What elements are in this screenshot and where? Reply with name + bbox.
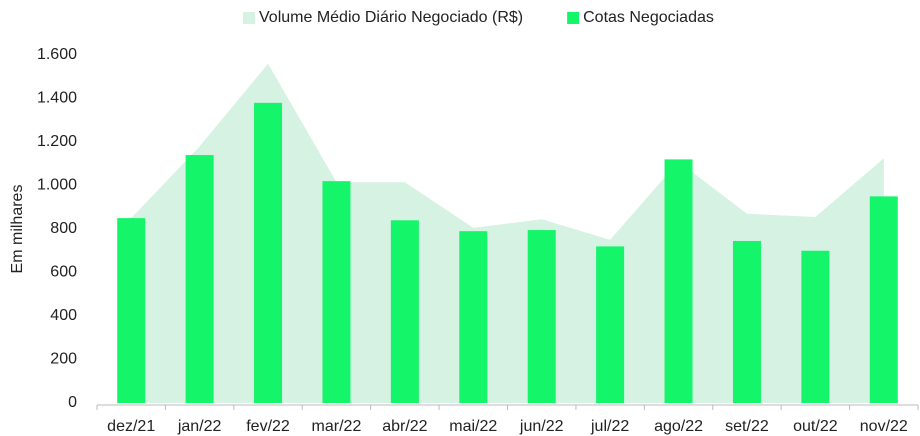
legend-label: Cotas Negociadas — [583, 9, 714, 26]
y-tick-label: 200 — [50, 351, 77, 368]
bar — [185, 155, 214, 403]
y-tick-label: 800 — [50, 220, 77, 237]
legend-swatch — [567, 12, 580, 24]
x-tick-label: dez/21 — [107, 418, 155, 435]
legend-label: Volume Médio Diário Negociado (R$) — [259, 9, 523, 26]
bar — [459, 231, 488, 403]
bar — [596, 246, 625, 403]
x-tick-label: mai/22 — [449, 418, 497, 435]
bar — [117, 218, 146, 403]
bar — [322, 181, 351, 403]
bar — [801, 250, 830, 403]
y-tick-label: 400 — [50, 307, 77, 324]
y-tick-label: 1.000 — [37, 177, 77, 194]
y-tick-label: 1.200 — [37, 133, 77, 150]
x-tick-label: ago/22 — [654, 418, 703, 435]
y-tick-label: 1.400 — [37, 90, 77, 107]
bar — [390, 220, 419, 403]
bar — [254, 102, 283, 403]
x-tick-label: nov/22 — [860, 418, 908, 435]
y-axis-label: Em milhares — [9, 185, 26, 274]
x-tick-label: jul/22 — [590, 418, 629, 435]
bar — [664, 159, 693, 403]
y-tick-label: 0 — [68, 394, 77, 411]
x-tick-label: jun/22 — [519, 418, 564, 435]
y-tick-label: 600 — [50, 264, 77, 281]
x-tick-label: out/22 — [793, 418, 838, 435]
bar — [732, 240, 761, 403]
x-tick-label: jan/22 — [177, 418, 222, 435]
bar — [527, 230, 556, 403]
area — [131, 63, 884, 403]
bar — [869, 196, 898, 403]
x-tick-label: mar/22 — [312, 418, 362, 435]
y-tick-label: 1.600 — [37, 46, 77, 63]
x-tick-label: abr/22 — [382, 418, 427, 435]
x-tick-label: set/22 — [725, 418, 769, 435]
x-tick-label: fev/22 — [246, 418, 290, 435]
legend-swatch — [243, 12, 255, 24]
